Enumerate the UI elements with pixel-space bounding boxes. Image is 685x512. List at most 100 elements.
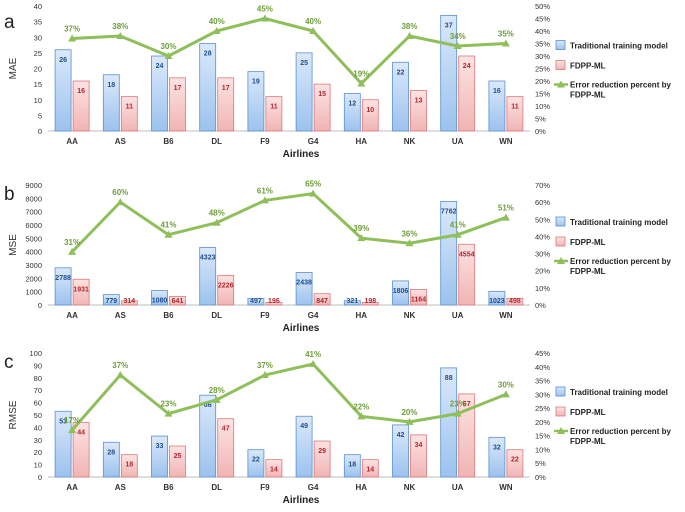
y2-tick-label: 20% (535, 77, 550, 86)
y2-tick-label: 30% (535, 52, 550, 61)
line-marker (405, 32, 414, 39)
bar-label-fdpp-ml: 196 (268, 298, 280, 305)
y-tick-label: 10 (34, 96, 42, 105)
x-tick-label: G4 (308, 483, 319, 492)
bar-label-fdpp-ml: 13 (415, 97, 423, 104)
bar-traditional (440, 201, 458, 306)
y-tick-label: 8000 (25, 194, 42, 203)
x-axis-label: Airlines (283, 149, 320, 160)
bar-fdpp-ml (169, 445, 186, 478)
bar-traditional (247, 297, 265, 306)
line-marker (164, 230, 173, 238)
bar-label-traditional: 37 (445, 22, 453, 29)
panel-letter: a (4, 12, 15, 33)
bar-traditional (247, 71, 265, 132)
bar-label-traditional: 12 (348, 101, 356, 108)
y-tick-label: 70 (34, 386, 42, 395)
y2-tick-label: 5% (535, 115, 546, 124)
y-tick-label: 1000 (25, 288, 42, 297)
line-label: 38% (112, 22, 128, 31)
bar-label-traditional: 24 (156, 63, 164, 70)
line-label: 37% (112, 361, 128, 370)
y-tick-label: 40 (34, 423, 42, 432)
bar-traditional (199, 246, 217, 306)
legend-label-line-part: Error reduction percent by (570, 427, 671, 436)
y-tick-label: 0 (38, 301, 42, 310)
bar-fdpp-ml (361, 459, 379, 478)
legend-label-fdpp-ml: FDPP-ML (570, 62, 606, 71)
line-label: 20% (401, 408, 417, 417)
x-tick-label: UA (452, 137, 464, 146)
y-tick-label: 3000 (25, 261, 42, 270)
y2-tick-label: 45% (535, 349, 550, 358)
x-tick-label: AA (66, 311, 78, 320)
line-label: 23% (160, 400, 176, 409)
bar-fdpp-ml (120, 454, 138, 478)
legend-swatch-line-marker (557, 80, 565, 88)
bar-fdpp-ml (313, 440, 331, 478)
bar-fdpp-ml (458, 393, 476, 478)
x-tick-label: WN (499, 483, 513, 492)
y-tick-label: 25 (34, 49, 42, 58)
bar-traditional (295, 272, 313, 306)
bar-fdpp-ml (169, 77, 186, 132)
panel-c: c 0 10 20 30 40 50 60 70 80 90 100 0% 5% 10% 15% 20% 25% 3… (4, 349, 671, 506)
x-tick-label: F9 (260, 137, 270, 146)
bar-label-traditional: 22 (397, 69, 405, 76)
bar-label-traditional: 4323 (200, 254, 216, 261)
bar-label-fdpp-ml: 498 (509, 298, 521, 305)
x-axis-label: Airlines (283, 495, 320, 506)
line-label: 34% (450, 32, 466, 41)
bar-traditional (343, 93, 361, 132)
bar-traditional (392, 424, 409, 478)
line-label: 38% (401, 22, 417, 31)
legend-swatch-traditional (555, 386, 566, 397)
bar-traditional (54, 49, 72, 132)
y2-tick-label: 35% (535, 377, 550, 386)
bar-fdpp-ml (361, 99, 379, 132)
line-marker (164, 409, 173, 417)
bar-label-fdpp-ml: 67 (463, 401, 471, 408)
line-label: 19% (353, 70, 369, 79)
legend-label-line: Error reduction percent by FDPP-ML (570, 427, 671, 446)
bar-label-traditional: 88 (445, 375, 453, 382)
bar-fdpp-ml (120, 300, 138, 306)
y-axis-label: MSE (8, 234, 19, 256)
bar-label-fdpp-ml: 16 (77, 88, 85, 95)
line-marker (357, 412, 366, 420)
x-tick-label: AS (115, 483, 127, 492)
bar-label-fdpp-ml: 10 (366, 107, 374, 114)
bar-label-traditional: 32 (493, 444, 501, 451)
y-tick-label: 20 (34, 448, 42, 457)
bar-fdpp-ml (217, 77, 235, 132)
bar-label-traditional: 49 (300, 423, 308, 430)
legend-label-line-part: Error reduction percent by (570, 81, 671, 90)
line-label: 17% (64, 416, 80, 425)
bar-fdpp-ml (313, 293, 331, 306)
bar-fdpp-ml (72, 422, 90, 478)
bar-traditional (440, 367, 458, 478)
bar-fdpp-ml (313, 83, 331, 132)
bar-fdpp-ml (458, 55, 476, 132)
bar-label-fdpp-ml: 641 (172, 298, 184, 305)
legend-label-line: Error reduction percent by FDPP-ML (570, 81, 671, 100)
y-tick-label: 40 (34, 2, 42, 11)
legend-label-traditional: Traditional training model (570, 218, 668, 227)
bar-label-traditional: 321 (346, 298, 358, 305)
bar-label-traditional: 19 (252, 79, 260, 86)
bar-label-fdpp-ml: 24 (463, 63, 471, 70)
y2-tick-label: 50% (535, 2, 550, 11)
bar-fdpp-ml (265, 96, 283, 132)
x-tick-label: DL (211, 311, 222, 320)
legend-label-line: Error reduction percent by FDPP-ML (570, 257, 671, 276)
bar-label-traditional: 2438 (296, 279, 312, 286)
line-marker (501, 213, 510, 221)
bar-label-traditional: 53 (59, 418, 67, 425)
x-tick-label: AA (66, 483, 78, 492)
line-label: 60% (112, 188, 128, 197)
legend-swatch-fdpp-ml (555, 406, 566, 417)
y-axis-label: MAE (8, 57, 19, 79)
bar-fdpp-ml (506, 96, 524, 132)
line-marker (164, 52, 173, 59)
